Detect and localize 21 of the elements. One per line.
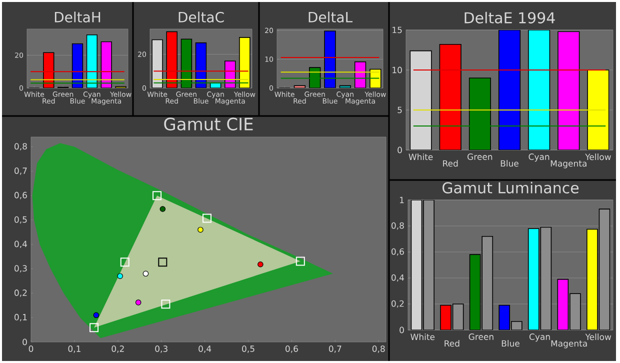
y-tick-label: 0,1 [14, 314, 27, 322]
x-tick-label: 0,2 [112, 346, 124, 353]
x-tick-label: 0 [28, 346, 34, 352]
chart-title: DeltaH [54, 12, 100, 22]
x-tick-label: 0,3 [155, 346, 168, 353]
y-tick-label: 0,6 [14, 192, 27, 200]
x-tick-label: 0,4 [198, 346, 212, 353]
x-tick-label: 0,7 [328, 346, 342, 353]
y-tick-label: 0,8 [14, 143, 27, 150]
y-tick-label: 0,7 [14, 168, 27, 175]
y-tick-label: 0,2 [14, 290, 27, 297]
x-tick-label: 0,1 [68, 346, 80, 353]
x-tick-label: 0,6 [286, 346, 298, 353]
chart-title: DeltaC [178, 12, 224, 22]
chart-title: DeltaL [308, 12, 353, 22]
y-tick-label: 0,3 [14, 265, 27, 272]
x-tick-label: 0,8 [372, 346, 385, 353]
y-tick-label: 0,5 [14, 216, 27, 224]
y-tick-label: 0,4 [14, 240, 27, 248]
x-tick-label: 0,5 [242, 346, 254, 353]
chart-title: Gamut CIE [164, 118, 253, 130]
